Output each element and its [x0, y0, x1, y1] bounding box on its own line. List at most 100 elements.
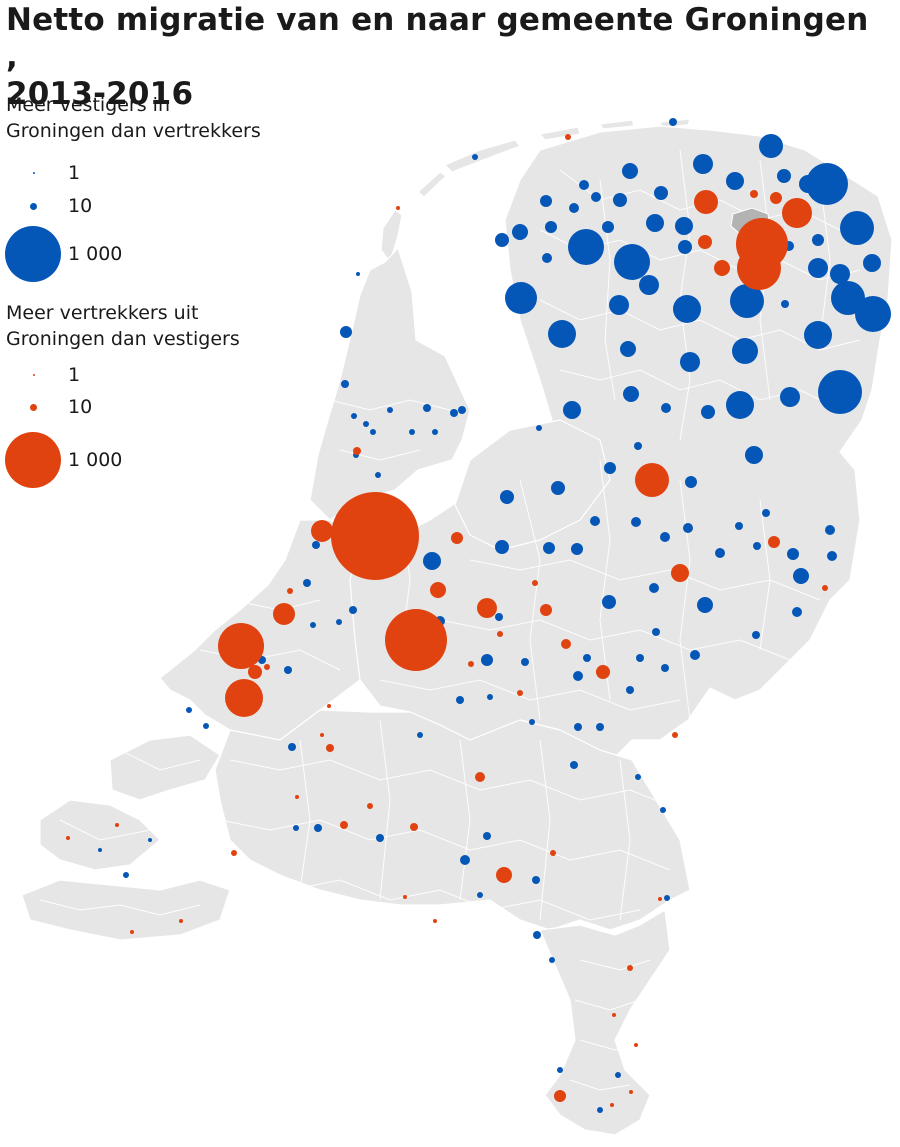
bubble-positive-100 — [423, 404, 431, 412]
bubble-negative-175 — [326, 744, 334, 752]
bubble-positive-75 — [652, 628, 660, 636]
bubble-positive-37 — [614, 244, 650, 280]
bubble-positive-76 — [752, 631, 760, 639]
bubble-positive-42 — [548, 320, 576, 348]
bubble-negative-169 — [554, 1090, 566, 1102]
bubble-positive-61 — [715, 548, 725, 558]
bubble-positive-17 — [732, 338, 758, 364]
bubble-negative-197 — [822, 585, 828, 591]
bubble-negative-199 — [550, 850, 556, 856]
border-lines-middle — [329, 399, 821, 721]
bubble-positive-83 — [495, 613, 503, 621]
bubble-negative-153 — [698, 235, 712, 249]
bubble-positive-139 — [529, 719, 535, 725]
bubble-negative-146 — [225, 679, 263, 717]
bubble-positive-131 — [203, 723, 209, 729]
bubble-negative-157 — [273, 603, 295, 625]
legend-negative-1000: 1 000 — [0, 430, 260, 490]
bubble-positive-106 — [351, 413, 357, 419]
bubble-positive-22 — [669, 118, 677, 126]
bubble-positive-72 — [571, 543, 583, 555]
bubble-positive-68 — [762, 509, 770, 517]
bubble-positive-94 — [341, 380, 349, 388]
bubble-negative-154 — [770, 192, 782, 204]
region-zeeland-flanders — [21, 879, 231, 941]
bubble-positive-84 — [481, 654, 493, 666]
bubble-negative-188 — [658, 897, 662, 901]
bubble-positive-123 — [533, 931, 541, 939]
bubble-negative-182 — [179, 919, 183, 923]
bubble-negative-191 — [629, 1090, 633, 1094]
bubble-positive-48 — [563, 401, 581, 419]
bubble-positive-142 — [664, 895, 670, 901]
bubble-positive-33 — [512, 224, 528, 240]
bubble-positive-103 — [387, 407, 393, 413]
bubble-positive-13 — [812, 234, 824, 246]
bubble-positive-27 — [646, 214, 664, 232]
bubble-positive-12 — [777, 169, 791, 183]
bubble-negative-161 — [540, 604, 552, 616]
bubble-positive-16 — [730, 284, 764, 318]
bubble-positive-67 — [792, 607, 802, 617]
bubble-positive-9 — [804, 321, 832, 349]
bubble-positive-55 — [551, 481, 565, 495]
municipality-borders — [39, 149, 861, 1091]
legend-negative-1-symbol — [33, 374, 35, 376]
legend-heading-negative-line-1: Meer vertrekkers uit — [6, 302, 199, 324]
bubble-negative-145 — [218, 623, 264, 669]
bubble-positive-105 — [370, 429, 376, 435]
bubble-positive-134 — [456, 696, 464, 704]
bubble-negative-155 — [750, 190, 758, 198]
bubble-negative-163 — [596, 665, 610, 679]
legend-positive-1-symbol — [33, 172, 35, 174]
bubble-positive-8 — [863, 254, 881, 272]
bubble-negative-192 — [610, 1103, 614, 1107]
legend-negative-1000-symbol — [5, 432, 61, 488]
island-texel — [380, 209, 403, 263]
bubble-negative-176 — [367, 803, 373, 809]
legend-positive-1000: 1 000 — [0, 224, 260, 284]
bubble-positive-29 — [591, 192, 601, 202]
bubble-positive-117 — [376, 834, 384, 842]
bubble-positive-95 — [356, 272, 360, 276]
bubble-positive-6 — [808, 258, 828, 278]
bubble-positive-109 — [349, 606, 357, 614]
region-zeeland-walcheren — [39, 799, 161, 871]
bubble-negative-158 — [430, 582, 446, 598]
bubble-positive-129 — [148, 838, 152, 842]
legend-heading-negative-line-2: Groningen dan vestigers — [6, 328, 240, 350]
bubble-negative-186 — [532, 580, 538, 586]
bubble-positive-53 — [685, 476, 697, 488]
bubble-positive-136 — [574, 723, 582, 731]
bubble-negative-165 — [768, 536, 780, 548]
bubble-positive-25 — [675, 217, 693, 235]
bubble-negative-144 — [385, 609, 447, 671]
legend-negative-10: 10 — [0, 394, 260, 454]
bubble-positive-140 — [635, 774, 641, 780]
legend-positive-1000-symbol — [5, 226, 61, 282]
bubble-positive-20 — [726, 172, 744, 190]
bubble-positive-73 — [543, 542, 555, 554]
bubble-positive-133 — [417, 732, 423, 738]
island-vlieland — [417, 171, 447, 198]
bubble-positive-50 — [701, 405, 715, 419]
bubble-negative-156 — [311, 520, 333, 542]
bubble-positive-85 — [521, 658, 529, 666]
bubble-positive-3 — [818, 370, 862, 414]
bubble-positive-121 — [477, 892, 483, 898]
legend-positive-10-label: 10 — [68, 195, 93, 217]
bubble-positive-49 — [661, 403, 671, 413]
bubble-positive-44 — [673, 295, 701, 323]
bubble-positive-113 — [284, 666, 292, 674]
bubble-positive-77 — [690, 650, 700, 660]
bubble-positive-132 — [186, 707, 192, 713]
bubble-negative-143 — [331, 492, 419, 580]
bubble-negative-150 — [782, 198, 812, 228]
bubble-negative-181 — [66, 836, 70, 840]
bubble-positive-26 — [678, 240, 692, 254]
bubble-positive-141 — [660, 807, 666, 813]
bubble-positive-92 — [303, 579, 311, 587]
migration-bubbles — [66, 118, 891, 1113]
bubble-negative-160 — [451, 532, 463, 544]
bubble-negative-196 — [517, 690, 523, 696]
